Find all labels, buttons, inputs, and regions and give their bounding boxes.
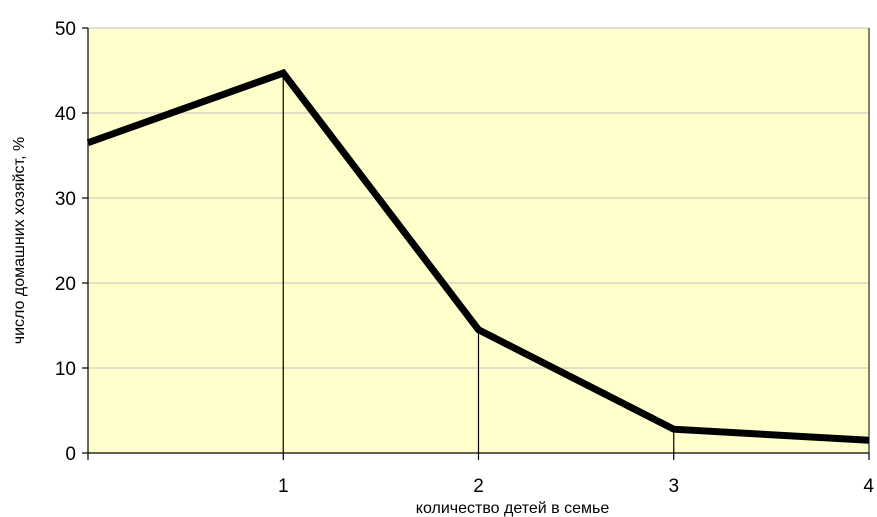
y-tick-label-10: 10 (55, 359, 76, 380)
x-tick-label-3: 3 (668, 476, 679, 497)
tick-labels: 0 10 20 30 40 50 1 2 3 4 (55, 19, 875, 497)
y-tick-label-40: 40 (55, 104, 76, 125)
y-tick-label-50: 50 (55, 19, 76, 40)
y-axis-title: число домашних хозяйст, % (11, 137, 28, 344)
axes (82, 27, 870, 460)
x-tick-label-1: 1 (278, 476, 289, 497)
y-tick-label-0: 0 (65, 444, 76, 465)
y-tick-label-20: 20 (55, 274, 76, 295)
x-tick-label-4: 4 (863, 476, 874, 497)
x-axis-title: количество детей в семье (416, 500, 610, 517)
gridlines (88, 27, 869, 369)
series-layer (86, 68, 870, 444)
drop-lines (282, 73, 675, 453)
y-tick-label-30: 30 (55, 189, 76, 210)
x-tick-label-2: 2 (473, 476, 484, 497)
